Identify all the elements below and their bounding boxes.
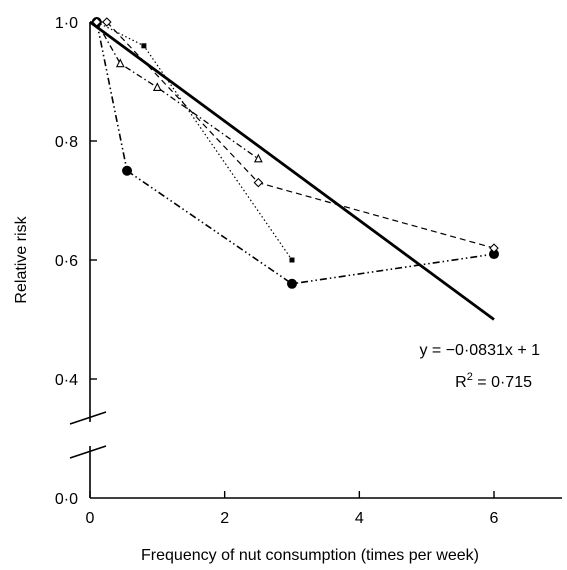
point-circle-1	[122, 165, 133, 176]
y-tick-label-0: 1·0	[55, 15, 78, 32]
point-circle-2	[287, 278, 297, 289]
r2-prefix: R	[455, 374, 467, 391]
regression-line	[89, 20, 495, 321]
x-axis-label: Frequency of nut consumption (times per …	[141, 547, 479, 564]
series-line-diamond	[96, 21, 495, 249]
point-diamond-3	[489, 243, 499, 253]
series-line-square	[96, 21, 293, 261]
y-tick-label-3: 0·4	[55, 372, 78, 389]
fit-layer	[89, 20, 495, 321]
point-diamond-1	[102, 17, 112, 27]
axis-break-mark-upper	[69, 411, 107, 425]
y-tick-label-2: 0·6	[55, 253, 78, 270]
point-triangle-2	[152, 82, 162, 91]
point-square-1	[141, 43, 147, 49]
point-triangle-1	[115, 58, 125, 68]
series-layer	[95, 21, 495, 285]
series-line-circle	[95, 21, 495, 285]
x-tick-label-0: 0	[86, 510, 95, 527]
point-square-2	[289, 257, 295, 263]
x-tick-label-2: 4	[355, 510, 364, 527]
point-circle-3	[489, 249, 499, 260]
y-tick-label-zero: 0·0	[55, 491, 78, 508]
equation-annotation: y = −0·0831x + 1	[419, 342, 540, 359]
r2-annotation: R2 = 0·715	[455, 371, 532, 391]
r2-suffix: = 0·715	[473, 374, 532, 391]
axes: 1·0 0·8 0·6 0·4 0·0 0 2 4 6	[55, 15, 562, 527]
axis-break-mark-lower	[69, 445, 107, 459]
x-tick-label-1: 2	[220, 510, 229, 527]
y-axis-label: Relative risk	[13, 215, 30, 303]
x-tick-label-3: 6	[490, 510, 499, 527]
series-line-triangle	[96, 21, 259, 160]
r2-superscript: 2	[467, 371, 473, 383]
point-diamond-2	[253, 177, 264, 188]
marker-layer	[91, 16, 499, 289]
y-tick-label-1: 0·8	[55, 134, 78, 151]
point-triangle-3	[253, 153, 263, 163]
